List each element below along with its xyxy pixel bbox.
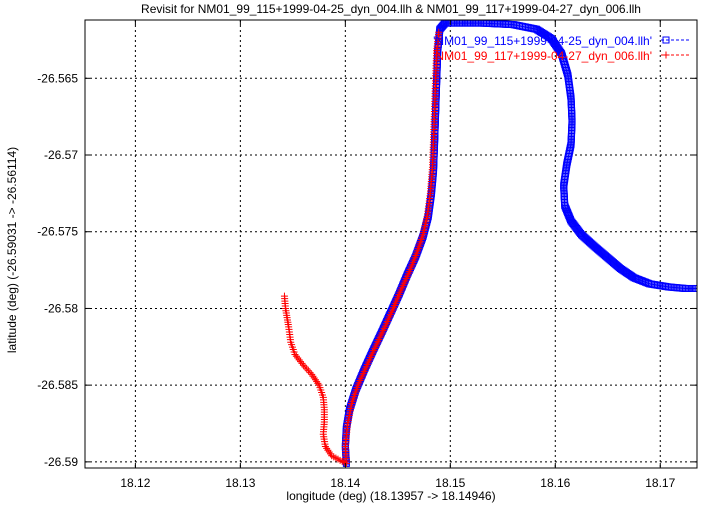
legend-sample-series-2: [661, 51, 690, 59]
legend-sample-series-1: [661, 36, 690, 44]
data-point: [314, 379, 322, 387]
data-point: [295, 356, 303, 364]
y-tick-label: -26.59: [44, 455, 78, 469]
y-tick-label: -26.575: [37, 225, 78, 239]
data-point: [435, 28, 443, 36]
y-tick-label: -26.57: [44, 148, 78, 162]
x-tick-label: 18.16: [540, 476, 570, 490]
y-tick-label: -26.585: [37, 378, 78, 392]
data-point: [294, 354, 302, 362]
series-2: [280, 28, 443, 467]
data-layer: [280, 20, 697, 467]
y-tick-label: -26.565: [37, 71, 78, 85]
legend: 'NM01_99_115+1999-04-25_dyn_004.llh' 'NM…: [433, 34, 690, 63]
data-point: [309, 372, 317, 380]
data-point: [693, 284, 697, 292]
legend-label-series-1: 'NM01_99_115+1999-04-25_dyn_004.llh': [433, 34, 652, 48]
tick-layer: 18.12 18.13 18.14 18.15 18.16 18.17 -26.565 -26…: [37, 20, 697, 490]
x-tick-label: 18.15: [435, 476, 465, 490]
y-tick-label: -26.58: [44, 301, 78, 315]
chart-title: Revisit for NM01_99_115+1999-04-25_dyn_0…: [141, 2, 641, 16]
data-point: [310, 374, 318, 382]
x-axis-label: longitude (deg) (18.13957 -> 18.14946): [286, 489, 495, 503]
grid-layer: [85, 20, 697, 468]
legend-sample-marker: [662, 51, 670, 59]
data-point: [313, 378, 321, 386]
x-tick-label: 18.14: [330, 476, 360, 490]
data-point: [308, 370, 316, 378]
y-axis-label: latitude (deg) (-26.59031 -> -26.56114): [5, 147, 19, 353]
legend-sample-marker: [662, 36, 670, 44]
legend-label-series-2: 'NM01_99_117+1999-04-27_dyn_006.llh': [433, 49, 652, 63]
data-point: [291, 350, 299, 358]
data-point: [292, 352, 300, 360]
data-point: [298, 359, 306, 367]
plot-frame: [84, 19, 698, 469]
data-point: [297, 358, 305, 366]
x-tick-label: 18.13: [225, 476, 255, 490]
x-tick-label: 18.17: [645, 476, 675, 490]
x-tick-label: 18.12: [120, 476, 150, 490]
data-point: [311, 376, 319, 384]
